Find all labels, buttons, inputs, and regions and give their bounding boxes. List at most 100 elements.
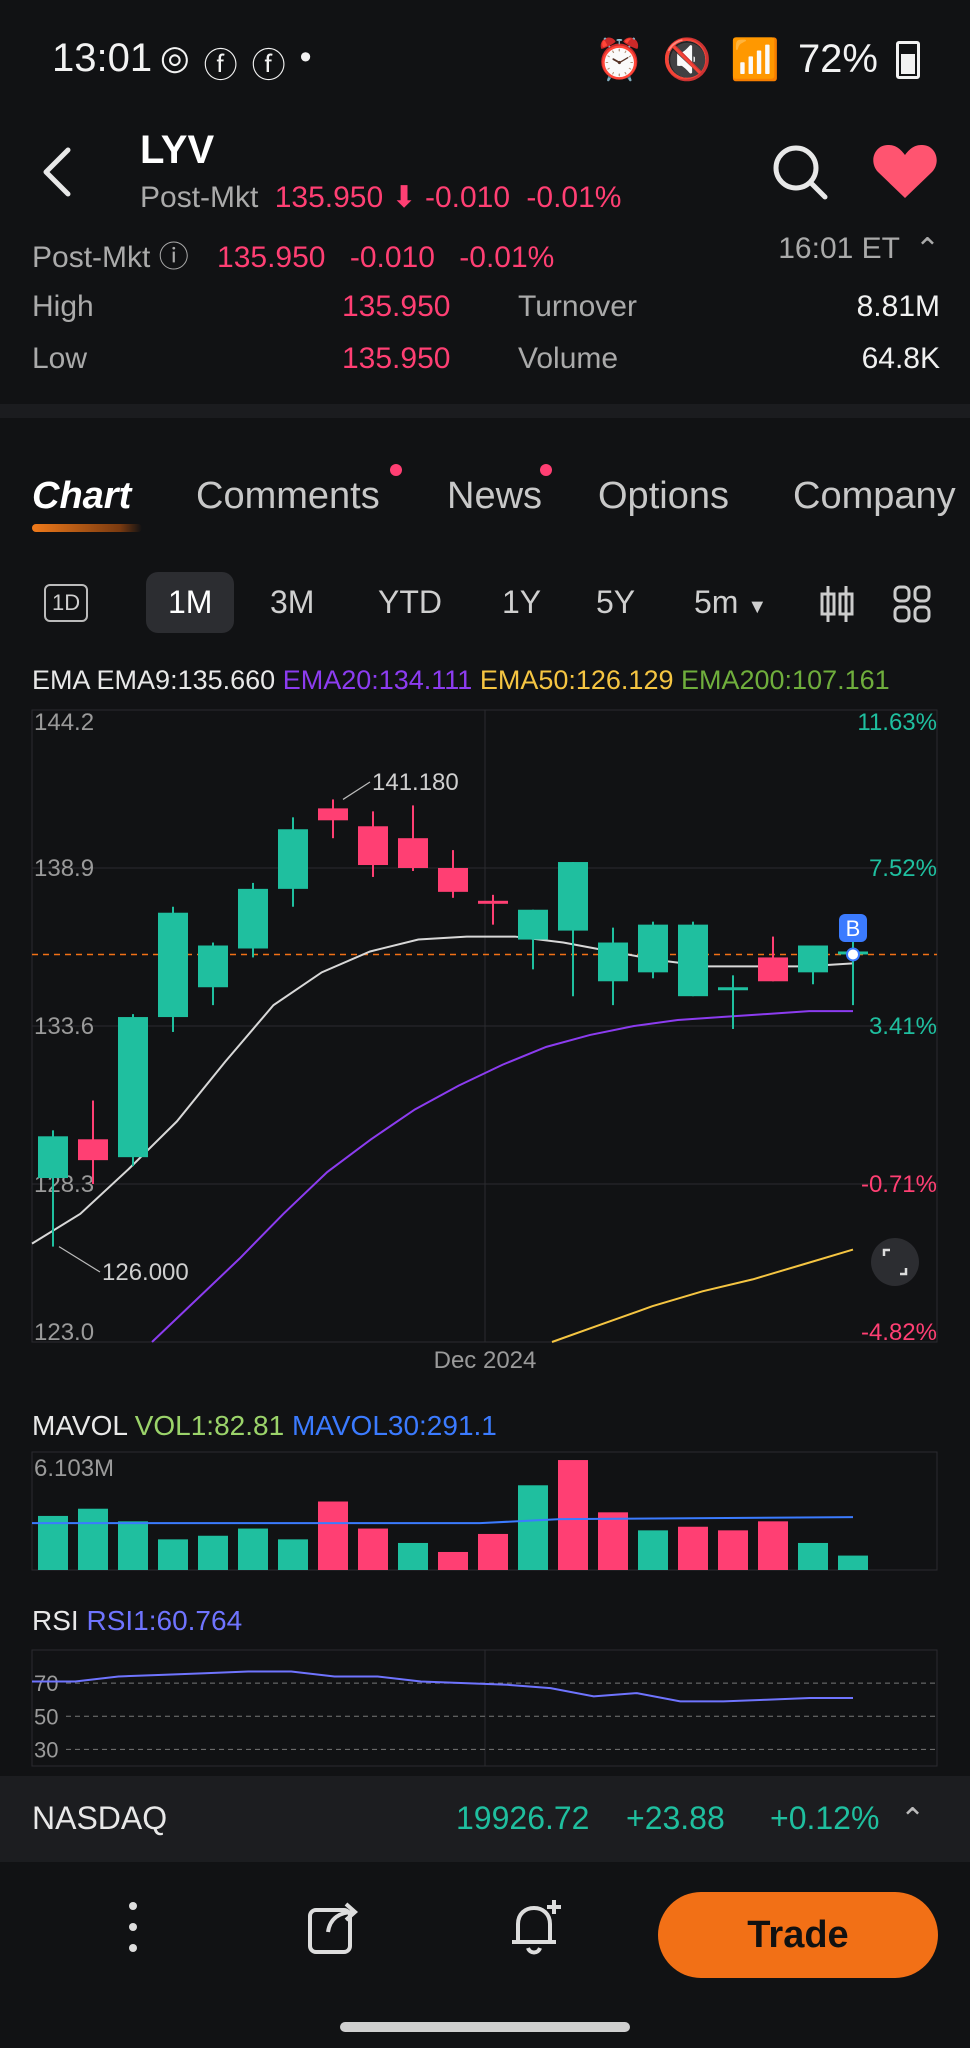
- buy-marker-badge: [839, 914, 867, 942]
- facebook-icon: ⓕ: [251, 47, 286, 85]
- mavol30-line: [32, 1516, 854, 1525]
- ema50-value: EMA50:126.129: [479, 665, 674, 695]
- status-time: 13:01: [52, 36, 153, 80]
- expand-chart-icon: [871, 1238, 919, 1286]
- trade-button[interactable]: Trade: [658, 1892, 938, 1978]
- volume-bar: [38, 1515, 68, 1570]
- volume-bar: [158, 1539, 188, 1570]
- search-icon[interactable]: [770, 142, 830, 202]
- price-alert-icon[interactable]: [500, 1892, 570, 1962]
- content-tabs: Chart Comments News Options Company: [0, 460, 970, 540]
- index-name: NASDAQ: [32, 1800, 168, 1836]
- dropdown-caret-icon: ▼: [747, 596, 768, 618]
- candle-body: [598, 942, 628, 982]
- period-ytd[interactable]: YTD: [378, 584, 442, 620]
- period-5y[interactable]: 5Y: [596, 584, 636, 620]
- volume-bar: [278, 1539, 308, 1570]
- buy-marker-point: [846, 947, 860, 962]
- rsi-line: [32, 1670, 853, 1703]
- volume-bar: [118, 1521, 148, 1570]
- low-annotation-leader: [58, 1246, 101, 1273]
- candle-body: [318, 808, 348, 821]
- volume-bar: [798, 1542, 828, 1570]
- expand-chevron-icon[interactable]: ⌃: [900, 1803, 926, 1836]
- stock-header: LYV Post-Mkt 135.950 ⬇ -0.010 -0.01%: [0, 120, 970, 230]
- tab-chart[interactable]: Chart: [32, 475, 132, 517]
- index-change: +23.88: [626, 1800, 725, 1836]
- volume-bar: [198, 1535, 228, 1570]
- high-annotation-label: 141.180: [372, 769, 459, 796]
- candle-body: [118, 1017, 148, 1158]
- home-indicator: [340, 2022, 630, 2032]
- candle-body: [358, 826, 388, 866]
- quote-stats: Post-Mkt ⓘ 135.950 -0.010 -0.01% 16:01 E…: [0, 232, 970, 407]
- y-axis-tick-label: 123.0: [34, 1319, 94, 1346]
- volume-legend: MAVOL VOL1:82.81 MAVOL30:291.1: [32, 1410, 497, 1441]
- volume-bar: [318, 1501, 348, 1570]
- ema9-value: EMA9:135.660: [96, 665, 276, 695]
- system-icons: ⏰ 🔇 📶 72%: [595, 36, 920, 83]
- facebook-icon: ⓕ: [203, 47, 238, 85]
- volume-bar: [238, 1528, 268, 1570]
- volume-bar: [518, 1485, 548, 1570]
- period-selector: 1D 1M 3M YTD 1Y 5Y 5m ▼: [0, 570, 970, 642]
- mavol30-value: MAVOL30:291.1: [291, 1410, 497, 1441]
- low-annotation-label: 126.000: [102, 1259, 189, 1286]
- collapse-chevron-icon[interactable]: ⌃: [914, 233, 940, 266]
- candle-body: [438, 868, 468, 892]
- high-label: High: [32, 290, 94, 323]
- period-1m[interactable]: 1M: [146, 572, 235, 633]
- period-1y[interactable]: 1Y: [502, 584, 542, 620]
- y-axis-tick-label: 138.9: [34, 855, 94, 882]
- candlestick-type-icon[interactable]: [818, 584, 856, 624]
- active-tab-underline: [32, 524, 142, 532]
- ema-line-ema9: [31, 935, 854, 1245]
- interval-dropdown[interactable]: 5m ▼: [694, 584, 767, 621]
- volume-bar: [718, 1530, 748, 1570]
- back-arrow-icon[interactable]: [30, 142, 90, 202]
- down-arrow-icon: ⬇: [391, 181, 417, 214]
- more-dot-icon: •: [299, 38, 312, 76]
- ema-line-ema20: [151, 1010, 853, 1343]
- notification-icons: ◎ ⓕ ⓕ •: [160, 38, 312, 87]
- grid-layout-icon[interactable]: [892, 584, 932, 624]
- candle-body: [78, 1139, 108, 1161]
- period-3m[interactable]: 3M: [270, 584, 315, 620]
- info-icon[interactable]: ⓘ: [158, 241, 189, 274]
- volume-bar: [358, 1528, 388, 1570]
- volume-bar: [478, 1533, 508, 1570]
- volume-value: 64.8K: [861, 342, 940, 375]
- candle-body: [718, 987, 748, 991]
- battery-icon: [896, 40, 920, 79]
- post-market-change-pct: -0.01%: [526, 181, 622, 214]
- tab-company[interactable]: Company: [793, 475, 956, 517]
- turnover-value: 8.81M: [856, 290, 940, 323]
- post-market-time: 16:01 ET: [778, 232, 900, 265]
- price-chart[interactable]: 144.2 11.63%138.9 7.52%133.6 3.41%128.3 -0.7…: [0, 700, 970, 1776]
- y-axis-tick-label: 133.6: [34, 1013, 94, 1040]
- share-icon[interactable]: [298, 1892, 368, 1962]
- low-label: Low: [32, 342, 88, 375]
- candle-body: [798, 945, 828, 973]
- volume-bar: [838, 1555, 868, 1570]
- rsi-tick-label: 70: [34, 1671, 58, 1696]
- expand-chart-glyph: [882, 1248, 908, 1276]
- one-day-icon[interactable]: 1D: [44, 584, 89, 622]
- high-annotation-leader: [342, 781, 371, 800]
- rsi-tick-label: 50: [34, 1704, 58, 1729]
- candle-body: [558, 862, 588, 931]
- tab-news[interactable]: News: [447, 475, 543, 517]
- vol1-value: VOL1:82.81: [134, 1410, 285, 1441]
- candle-body: [518, 909, 548, 940]
- favorite-heart-icon[interactable]: [870, 142, 940, 202]
- more-options-icon[interactable]: [98, 1892, 168, 1962]
- tab-options[interactable]: Options: [598, 475, 729, 517]
- high-value: 135.950: [342, 290, 451, 323]
- post-market-row: Post-Mkt ⓘ 135.950 -0.010 -0.01% 16:01 E…: [32, 232, 940, 274]
- index-ticker-strip[interactable]: NASDAQ 19926.72 +23.88 +0.12% ⌃: [0, 1776, 970, 1862]
- volume-bar: [678, 1526, 708, 1570]
- rsi-legend: RSI RSI1:60.764: [32, 1605, 243, 1636]
- post-market-change: -0.010: [424, 181, 511, 214]
- tab-comments[interactable]: Comments: [196, 475, 380, 517]
- volume-bar: [438, 1551, 468, 1570]
